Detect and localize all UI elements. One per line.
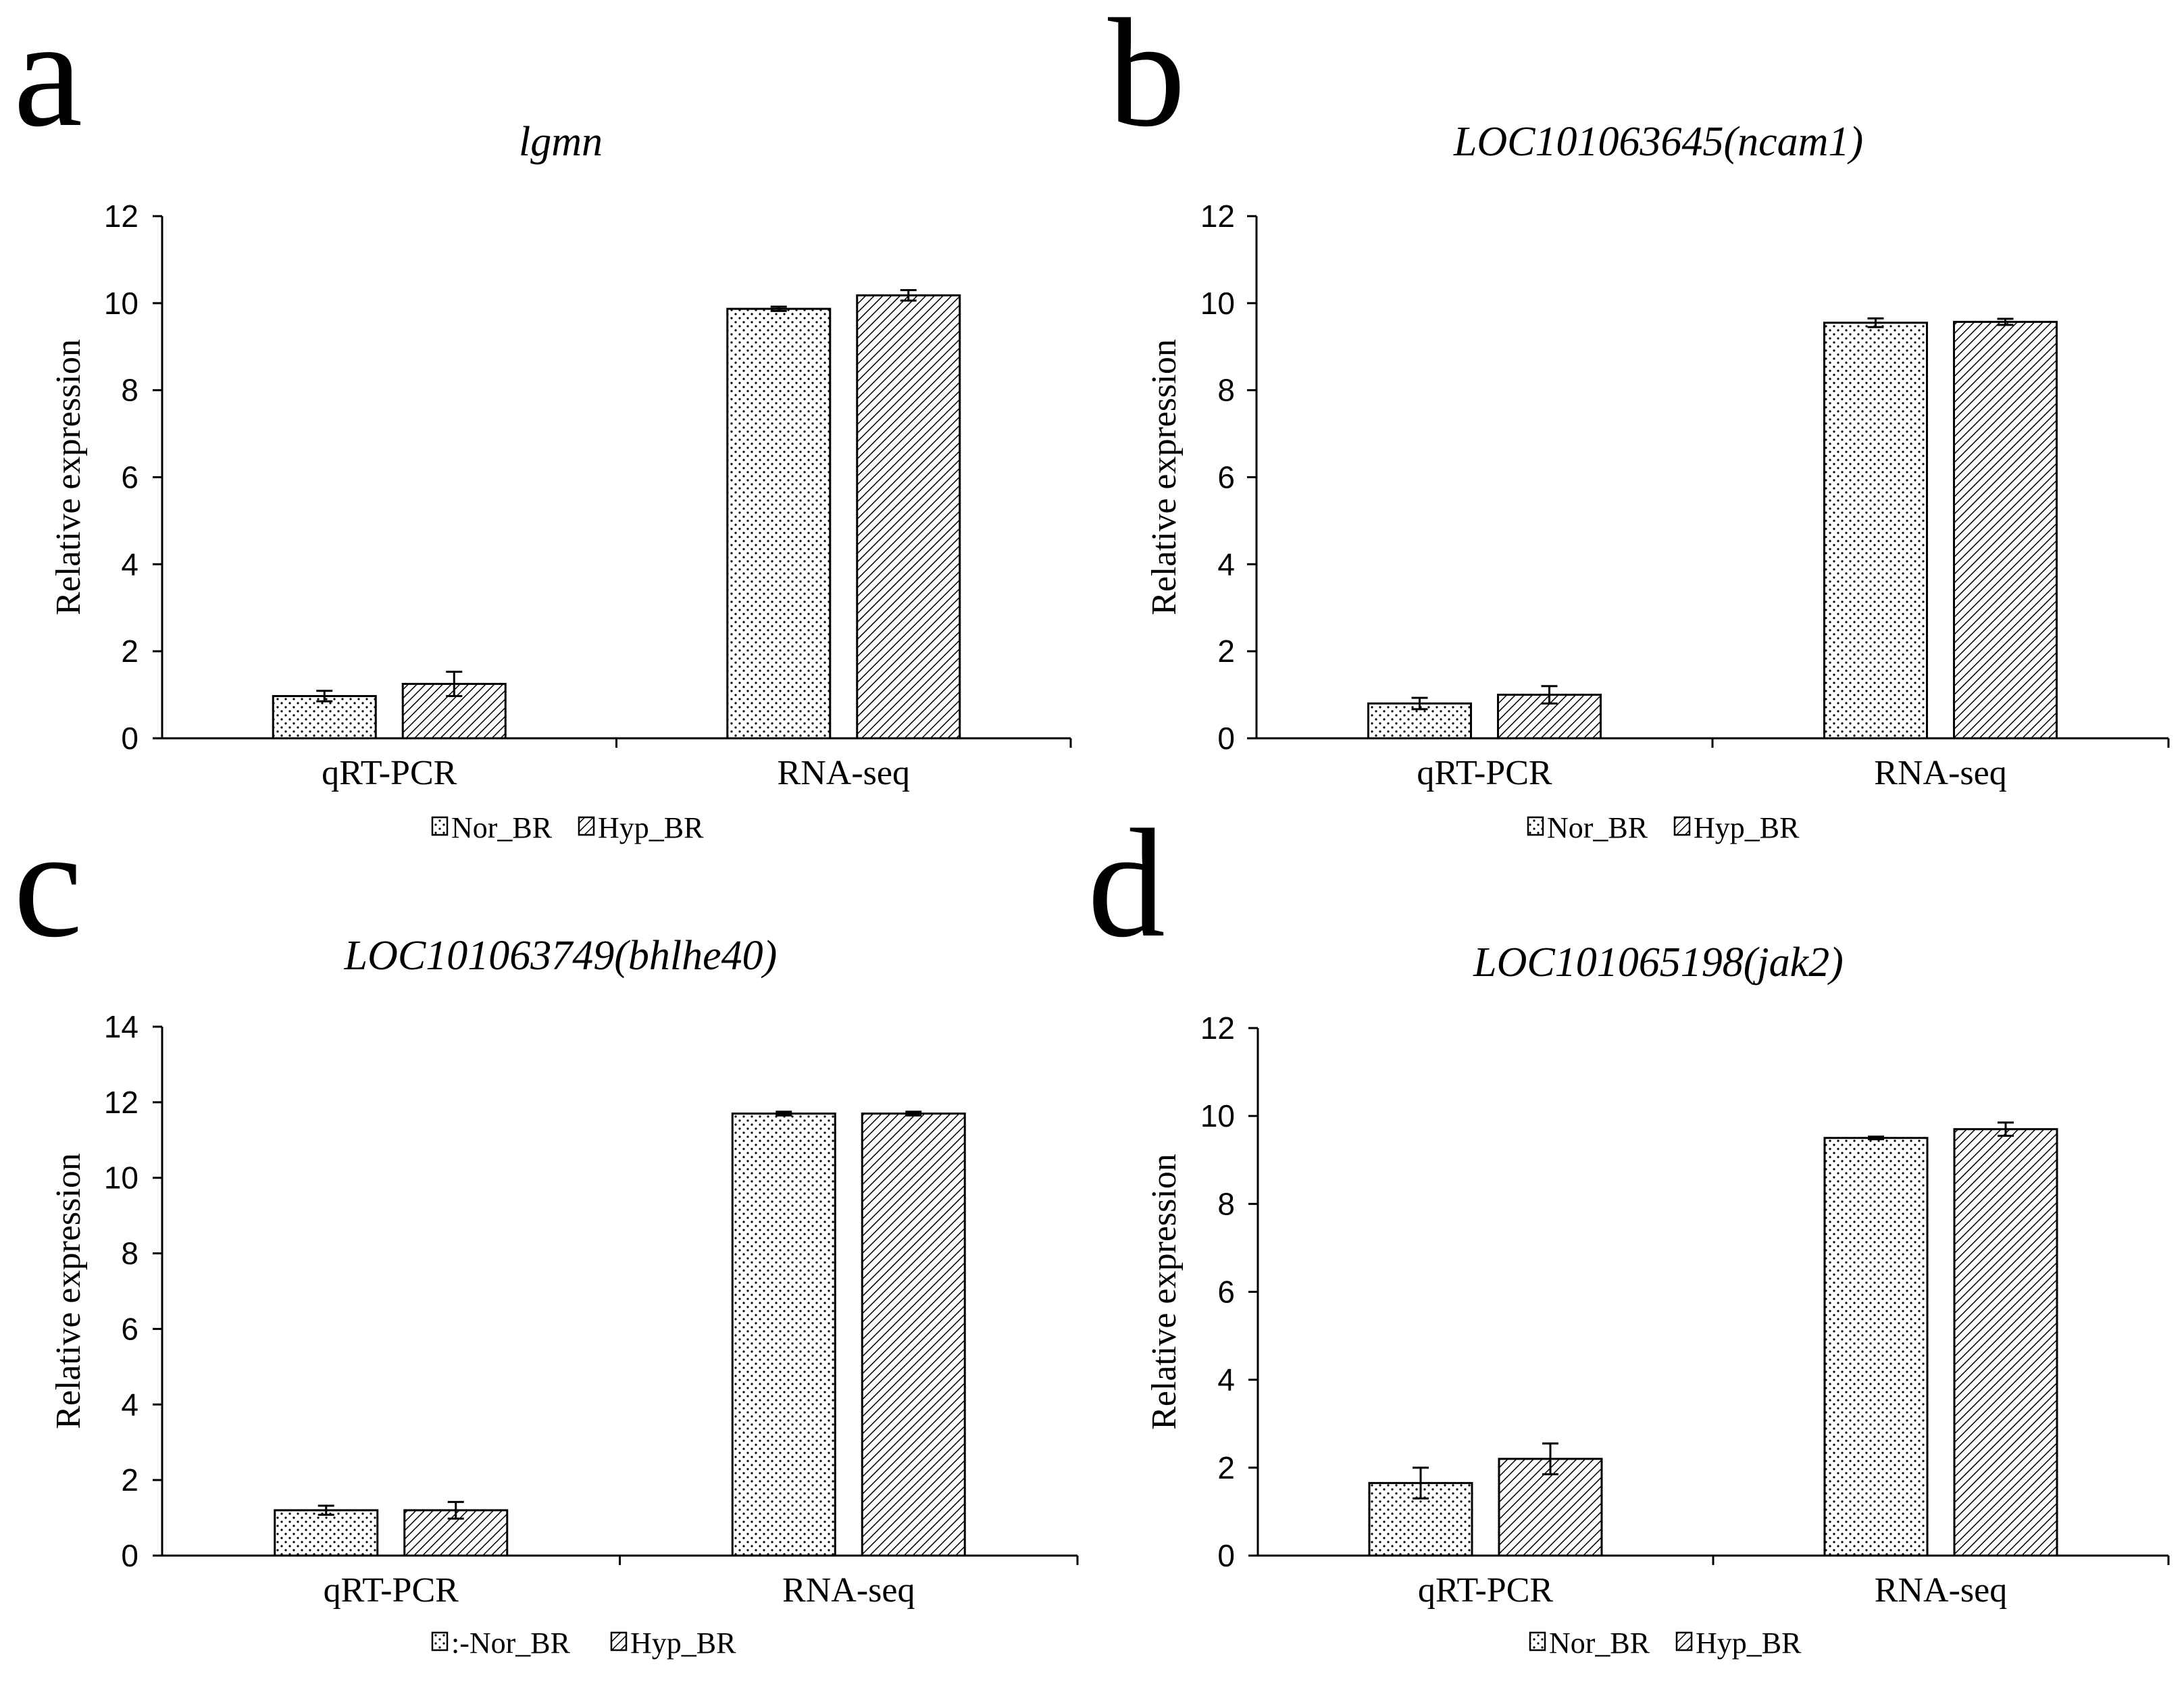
y-tick-label: 0 [121,1538,138,1573]
x-category-label: qRT-PCR [1417,754,1552,792]
legend-label: Hyp_BR [630,1627,736,1660]
legend-swatch-hyp-br [1673,816,1691,836]
y-tick-label: 4 [1217,1362,1235,1398]
y-tick-label: 8 [1217,373,1235,408]
bar-nor-br [726,307,832,740]
bar-nor-br [1823,1137,1929,1557]
y-tick-label: 12 [104,1085,138,1120]
legend-label: Nor_BR [451,811,553,844]
chart-title: LOC101063645(ncam1) [1453,119,1863,165]
legend: Nor_BR Hyp_BR [1529,1627,1802,1660]
bar-hyp-br [401,682,507,740]
y-tick-label: 0 [1217,1538,1235,1573]
x-category-label: RNA-seq [782,1571,915,1610]
y-axis-title: Relative expression [1145,1154,1184,1430]
chart-title: LOC101065198(jak2) [1473,940,1844,985]
legend: Nor_BR Hyp_BR [1527,811,1800,844]
chart-panel-c: c LOC101063749(bhlhe40) 0 2 4 6 8 10 12 14 Relativ… [14,797,1079,1660]
y-axis-title: Relative expression [1145,339,1184,615]
y-axis-title: Relative expression [49,339,88,615]
legend-swatch-hyp-br [610,1631,628,1651]
legend-swatch-nor-br [431,816,449,836]
y-tick-label: 6 [1217,1275,1235,1310]
chart-panel-d: d LOC101065198(jak2) 0 2 4 6 8 10 12 Relative exp… [1088,797,2170,1660]
x-category-label: qRT-PCR [324,1571,459,1610]
chart-panel-b: b LOC101063645(ncam1) 0 2 4 6 8 10 12 Relative ex… [1108,0,2170,844]
panel-letter: a [14,0,82,159]
y-tick-label: 2 [121,1462,138,1497]
y-tick-label: 6 [121,460,138,495]
chart-title: lgmn [519,119,603,165]
y-tick-label: 6 [1217,460,1235,495]
y-tick-label: 10 [1200,286,1235,321]
legend-label: Nor_BR [1547,811,1648,844]
y-tick-label: 10 [1200,1098,1235,1133]
legend-label: Hyp_BR [598,811,704,844]
panel-letter: c [14,797,82,969]
y-tick-label: 0 [1217,721,1235,756]
bar-nor-br [272,695,377,740]
y-tick-label: 10 [104,1160,138,1196]
y-tick-label: 4 [1217,546,1235,582]
bar-nor-br [274,1509,379,1557]
bar-hyp-br [1953,1128,2058,1557]
x-category-label: RNA-seq [1874,754,2006,792]
y-tick-label: 0 [121,721,138,756]
legend-swatch-nor-br [1527,816,1544,836]
legend-swatch-hyp-br [1675,1631,1693,1651]
legend-swatch-nor-br [1529,1631,1546,1651]
x-category-label: qRT-PCR [1418,1571,1553,1610]
panel-letter: d [1088,797,1165,969]
y-tick-label: 12 [1200,1010,1235,1046]
y-tick-label: 2 [121,634,138,669]
chart-panel-a: a lgmn 0 2 4 6 8 10 12 Relative expression qRT-PCR… [14,0,1072,844]
y-tick-label: 4 [121,546,138,582]
legend-label: Nor_BR [1549,1627,1650,1660]
legend: Nor_BR Hyp_BR [431,811,704,844]
y-tick-label: 4 [121,1387,138,1422]
legend-swatch-hyp-br [578,816,595,836]
y-tick-label: 8 [121,1236,138,1271]
y-tick-label: 2 [1217,634,1235,669]
x-category-label: RNA-seq [1875,1571,2007,1610]
y-tick-label: 8 [121,373,138,408]
y-tick-label: 12 [104,199,138,234]
legend-label: Hyp_BR [1694,811,1800,844]
x-category-label: RNA-seq [778,754,910,792]
bar-nor-br [1823,322,1928,740]
bar-hyp-br [1953,321,2058,740]
legend-swatch-nor-br [431,1631,449,1651]
legend: :-Nor_BR Hyp_BR [431,1627,736,1660]
y-tick-label: 12 [1200,199,1235,234]
y-tick-label: 10 [104,286,138,321]
bar-nor-br [731,1112,836,1557]
legend-label: :-Nor_BR [451,1627,571,1660]
y-tick-label: 14 [104,1009,138,1044]
y-tick-label: 6 [121,1311,138,1346]
chart-title: LOC101063749(bhlhe40) [344,933,778,979]
panel-letter: b [1108,0,1186,159]
bar-hyp-br [861,1112,966,1557]
y-tick-label: 8 [1217,1186,1235,1221]
legend-label: Hyp_BR [1696,1627,1802,1660]
y-axis-title: Relative expression [49,1153,88,1429]
bar-hyp-br [856,294,961,740]
x-category-label: qRT-PCR [322,754,457,792]
y-tick-label: 2 [1217,1450,1235,1485]
